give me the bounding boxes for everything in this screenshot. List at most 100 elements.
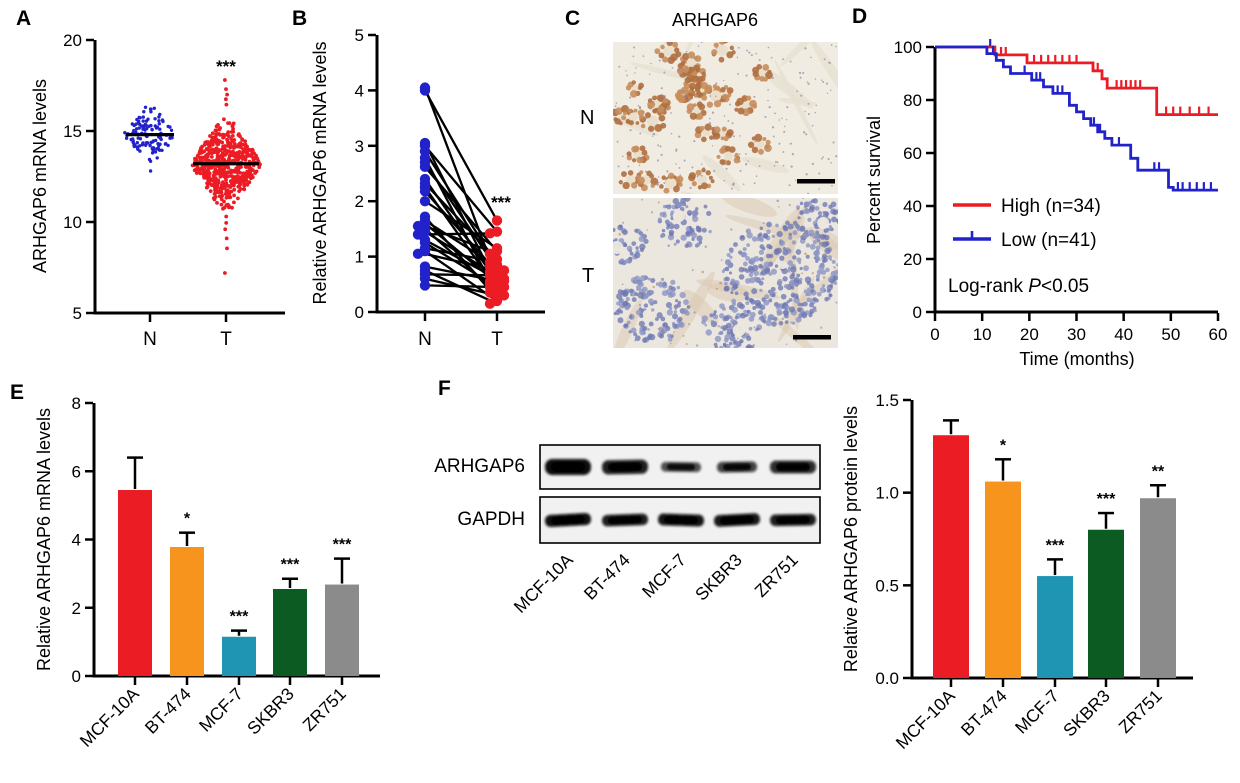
km-curve — [935, 45, 1218, 192]
series-T — [190, 78, 262, 275]
data-point — [224, 221, 229, 225]
data-point — [226, 165, 231, 170]
y-axis: 0 2 4 6 8 — [72, 394, 96, 686]
data-point — [226, 202, 230, 207]
data-point — [212, 197, 217, 202]
scale-bar — [797, 179, 835, 184]
data-point — [164, 142, 168, 146]
data-point — [224, 132, 229, 137]
ihc-image-tumor — [613, 198, 838, 348]
data-point — [124, 136, 129, 140]
data-point — [157, 122, 161, 126]
panel-c-row-label-n: N — [580, 107, 595, 129]
data-point — [216, 171, 221, 176]
x-category-label: T — [491, 329, 503, 350]
scale-bar — [793, 335, 831, 340]
data-point — [235, 144, 240, 149]
data-point — [153, 117, 157, 121]
panel-c-label: C — [565, 7, 581, 30]
data-point — [158, 148, 162, 152]
data-point — [141, 115, 145, 119]
data-point — [219, 153, 224, 158]
data-point — [209, 138, 214, 143]
y-tick-label: 0 — [913, 303, 922, 322]
pair-line — [424, 166, 498, 252]
bar-MCF-10A — [933, 435, 969, 678]
data-point — [229, 137, 234, 141]
error-bar — [1150, 484, 1166, 498]
data-point — [215, 153, 220, 158]
series-N — [123, 105, 174, 173]
significance-stars: *** — [491, 193, 511, 212]
blot-bands-ARHGAP6 — [545, 459, 816, 475]
bar-ZR751 — [325, 584, 359, 676]
pair-line — [424, 225, 498, 255]
y-tick-label: 1 — [355, 248, 364, 267]
data-point — [230, 134, 235, 138]
data-point — [224, 148, 229, 153]
panel-f-western-blot: MCF-10A BT-474 MCF-7 SKBR3 ZR751 — [510, 444, 821, 617]
y-tick-label: 4 — [355, 81, 364, 100]
point-t — [484, 248, 496, 260]
data-point — [232, 187, 237, 192]
point-n — [419, 85, 431, 96]
data-point — [228, 179, 233, 184]
y-tick-label: 10 — [63, 213, 82, 232]
data-point — [152, 148, 156, 152]
data-point — [219, 202, 224, 207]
panel-f-bar-chart: 0.0 0.5 1.0 1.5 MCF-10A * BT-474 *** MCF-7 *** SKB… — [841, 391, 1193, 753]
data-point — [152, 106, 156, 111]
bar-MCF-7 — [1037, 576, 1073, 678]
data-point — [144, 143, 148, 147]
data-point — [205, 184, 210, 189]
data-point — [232, 200, 236, 205]
data-point — [200, 144, 205, 149]
km-series-Low (n=41) — [935, 39, 1218, 192]
data-point — [257, 165, 262, 170]
data-point — [232, 142, 237, 146]
error-bar — [179, 531, 195, 547]
data-point — [201, 169, 206, 174]
bar-ZR751 — [1140, 498, 1176, 678]
data-point — [207, 158, 211, 163]
data-point — [229, 153, 234, 158]
data-point — [150, 128, 154, 132]
pair-points — [412, 82, 510, 309]
data-point — [231, 127, 236, 131]
data-point — [205, 173, 210, 178]
data-point — [149, 140, 153, 145]
data-point — [197, 151, 202, 156]
x-category-label: BT-474 — [141, 684, 195, 738]
y-tick-label: 0 — [355, 303, 364, 322]
data-point — [222, 205, 227, 210]
data-point — [224, 97, 228, 102]
data-point — [230, 158, 235, 163]
x-tick-label: 40 — [1114, 325, 1133, 344]
panel-e-label: E — [10, 381, 25, 404]
data-point — [134, 130, 138, 134]
data-point — [240, 142, 244, 147]
bar-MCF-10A — [118, 490, 152, 676]
data-point — [245, 171, 249, 176]
data-point — [148, 159, 153, 163]
data-point — [222, 199, 226, 204]
km-series-High (n=34) — [935, 45, 1218, 116]
data-point — [251, 156, 256, 161]
point-t — [484, 270, 496, 281]
data-point — [244, 182, 249, 187]
data-point — [213, 167, 218, 172]
data-point — [214, 133, 219, 138]
bar-SKBR3 — [1088, 529, 1124, 678]
error-bar — [282, 577, 298, 588]
data-point — [218, 174, 223, 179]
data-point — [247, 147, 252, 152]
blot-row-label-arhgap6: ARHGAP6 — [434, 456, 525, 477]
data-point — [207, 143, 211, 148]
data-point — [236, 178, 241, 182]
data-point — [135, 141, 139, 145]
x-axis-title: Time (months) — [1019, 349, 1134, 369]
data-point — [141, 119, 145, 123]
x-tick-label: 20 — [1020, 325, 1039, 344]
blot-row-label-gapdh: GAPDH — [457, 509, 525, 530]
data-point — [138, 137, 143, 141]
